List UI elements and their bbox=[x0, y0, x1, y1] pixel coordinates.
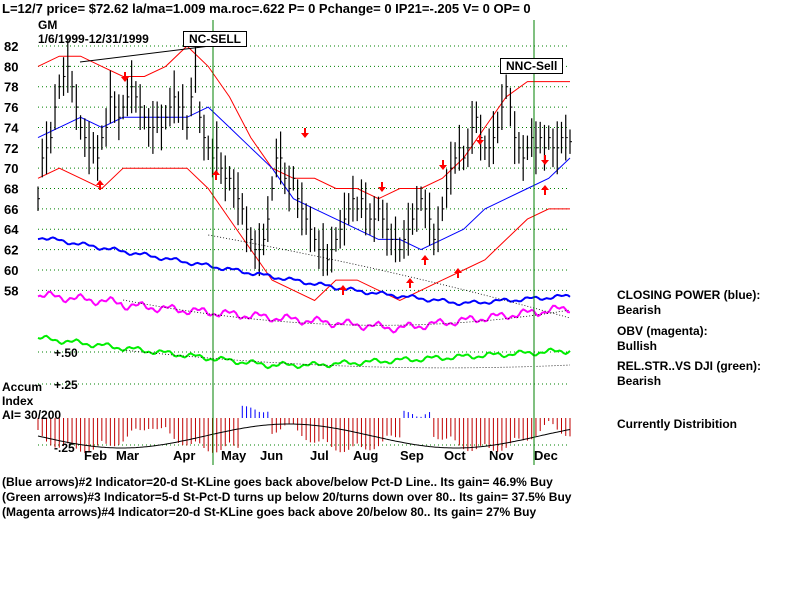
obv-line bbox=[37, 290, 571, 334]
x-tick-label: Feb bbox=[84, 448, 107, 463]
x-tick-label: Sep bbox=[400, 448, 424, 463]
relstr-ma-line bbox=[123, 349, 571, 369]
date-range: 1/6/1999-12/31/1999 bbox=[38, 32, 149, 46]
up-arrow-icon bbox=[454, 268, 462, 278]
accum-ma-line bbox=[37, 423, 571, 449]
x-tick-label: Jun bbox=[260, 448, 283, 463]
y-tick-labels: 58 60 62 64 66 68 70 72 74 76 78 80 82 bbox=[4, 39, 19, 298]
down-arrow-icon bbox=[439, 160, 447, 170]
bollinger-bands bbox=[37, 45, 571, 302]
y-tick-label: 60 bbox=[4, 263, 18, 278]
y-tick-label: 58 bbox=[4, 283, 18, 298]
down-arrow-icon bbox=[476, 135, 484, 145]
ticker-label: GM bbox=[38, 18, 58, 32]
distribution-status: Currently Distribition bbox=[617, 417, 738, 431]
signal-arrows bbox=[96, 72, 549, 295]
closing-power-line bbox=[37, 236, 571, 307]
note-blue-arrows: (Blue arrows)#2 Indicator=20-d St-KLine … bbox=[2, 475, 553, 489]
tick-025: +.25 bbox=[54, 378, 78, 392]
x-tick-label: May bbox=[221, 448, 247, 463]
x-tick-label: Nov bbox=[489, 448, 514, 463]
note-green-arrows: (Green arrows)#3 Indicator=5-d St-Pct-D … bbox=[2, 490, 572, 504]
y-tick-label: 68 bbox=[4, 182, 18, 197]
y-tick-label: 74 bbox=[4, 120, 19, 135]
up-arrow-icon bbox=[339, 285, 347, 295]
y-tick-label: 72 bbox=[4, 141, 18, 156]
y-tick-label: 80 bbox=[4, 59, 18, 74]
y-tick-label: 66 bbox=[4, 202, 18, 217]
signal-vertical-lines bbox=[212, 20, 535, 465]
up-arrow-icon bbox=[421, 255, 429, 265]
y-tick-label: 64 bbox=[4, 222, 19, 237]
x-tick-label: Mar bbox=[116, 448, 139, 463]
obv-label: OBV (magenta): bbox=[617, 324, 708, 338]
lower-indicators bbox=[37, 234, 571, 370]
x-tick-label: Oct bbox=[444, 448, 466, 463]
down-arrow-icon bbox=[301, 128, 309, 138]
lower-band bbox=[37, 167, 570, 302]
tick-050: +.50 bbox=[54, 346, 78, 360]
up-arrow-icon bbox=[406, 278, 414, 288]
up-arrow-icon bbox=[96, 180, 104, 190]
accum-index-title: Index bbox=[2, 394, 34, 408]
relstr-label: REL.STR..VS DJI (green): bbox=[617, 359, 762, 373]
price-grid bbox=[38, 45, 570, 446]
obv-value: Bullish bbox=[617, 339, 658, 353]
down-arrow-icon bbox=[378, 182, 386, 192]
nnc-sell-label: NNC-Sell bbox=[500, 58, 564, 74]
y-tick-label: 70 bbox=[4, 161, 18, 176]
upper-band bbox=[37, 45, 570, 200]
up-arrow-icon bbox=[212, 170, 220, 180]
x-tick-label: Apr bbox=[173, 448, 195, 463]
cp-ma-line bbox=[208, 234, 571, 319]
moving-average bbox=[37, 106, 571, 251]
trend-line bbox=[79, 45, 211, 63]
y-tick-label: 76 bbox=[4, 100, 18, 115]
y-tick-label: 78 bbox=[4, 80, 18, 95]
closing-power-label: CLOSING POWER (blue): bbox=[617, 288, 761, 302]
y-tick-label: 82 bbox=[4, 39, 18, 54]
up-arrow-icon bbox=[541, 185, 549, 195]
closing-power-value: Bearish bbox=[617, 303, 662, 317]
y-tick-label: 62 bbox=[4, 243, 18, 258]
obv-ma-line bbox=[123, 299, 571, 326]
tick-neg025: -.25 bbox=[54, 441, 75, 455]
x-tick-label: Jul bbox=[310, 448, 329, 463]
status-line: L=12/7 price= $72.62 la/ma=1.009 ma.roc=… bbox=[2, 1, 531, 16]
accum-histogram bbox=[37, 405, 571, 453]
down-arrow-icon bbox=[541, 155, 549, 165]
x-tick-labels: Feb Mar Apr May Jun Jul Aug Sep Oct Nov Dec bbox=[84, 448, 558, 463]
ai-value: AI= 30/200 bbox=[2, 408, 62, 422]
nc-sell-label: NC-SELL bbox=[183, 31, 247, 47]
accum-title: Accum bbox=[2, 380, 43, 394]
down-arrow-icon bbox=[121, 72, 129, 82]
x-tick-label: Dec bbox=[534, 448, 558, 463]
relstr-value: Bearish bbox=[617, 374, 662, 388]
x-tick-label: Aug bbox=[353, 448, 378, 463]
price-bars bbox=[37, 39, 572, 277]
note-magenta-arrows: (Magenta arrows)#4 Indicator=20-d St-KLi… bbox=[2, 505, 537, 519]
relstr-line bbox=[37, 334, 571, 370]
